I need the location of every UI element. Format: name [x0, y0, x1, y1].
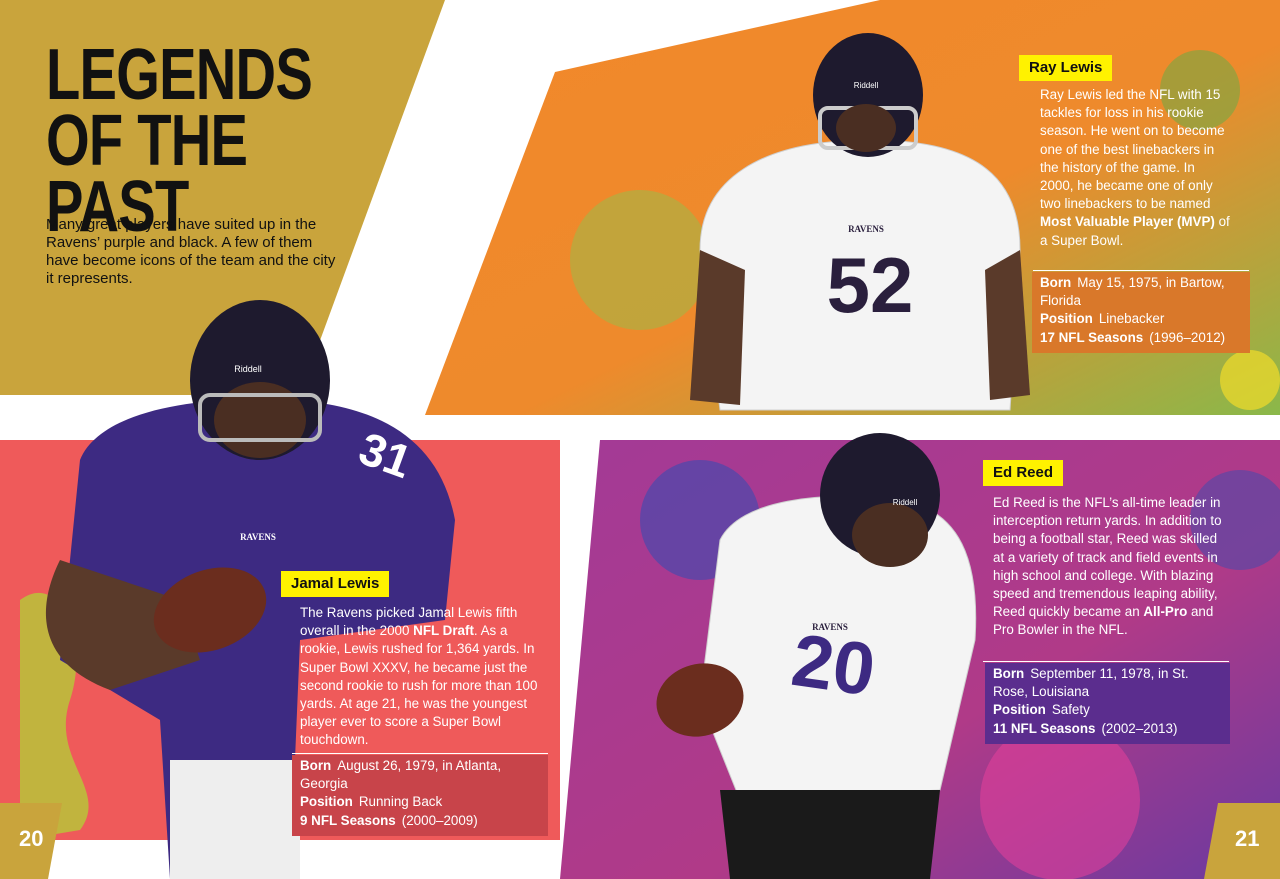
jamal-lewis-helmet-brand: Riddell [234, 364, 262, 374]
page-corner-right [1204, 803, 1280, 879]
page-number-right: 21 [1235, 826, 1260, 851]
ed-reed-name-tag: Ed Reed [983, 460, 1064, 486]
ray-lewis-helmet-brand: Riddell [854, 81, 879, 90]
jamal-lewis-name-tag: Jamal Lewis [281, 571, 390, 597]
jamal-lewis-divider [292, 753, 548, 754]
ed-reed-helmet-brand: Riddell [893, 498, 918, 507]
ed-reed-photo: 20 RAVENS Riddell [656, 433, 977, 879]
ed-reed-jersey-number: 20 [787, 618, 880, 712]
ray-lewis-bio: Ray Lewis led the NFL with 15 tackles fo… [1040, 87, 1230, 248]
ray-lewis-jersey-number: 52 [827, 241, 914, 329]
jamal-lewis-stats: Born August 26, 1979, in Atlanta, Georgia… [292, 755, 548, 836]
ray-lewis-divider [1033, 270, 1249, 271]
page-number-left: 20 [19, 826, 44, 851]
ray-lewis-wordmark: RAVENS [848, 224, 884, 234]
ray-lewis-stats: Born May 15, 1975, in Bartow, Florida Pos… [1032, 272, 1250, 353]
ed-reed-stats: Born September 11, 1978, in St. Rose, Lou… [985, 663, 1230, 744]
ray-lewis-photo: 52 RAVENS Riddell [690, 33, 1030, 411]
jamal-lewis-bio: The Ravens picked Jamal Lewis fifth over… [300, 605, 538, 748]
jamal-lewis-photo: 31 RAVENS Riddell [45, 300, 455, 879]
ed-reed-wordmark: RAVENS [812, 622, 848, 632]
ray-lewis-name-tag: Ray Lewis [1019, 55, 1113, 81]
ed-reed-bio: Ed Reed is the NFL’s all-time leader in … [993, 495, 1222, 638]
page-title: LEGENDS OF THE PAST [46, 35, 313, 247]
gold-panel [0, 0, 445, 395]
page-corner-left [0, 803, 62, 879]
jamal-lewis-wordmark: RAVENS [240, 532, 276, 542]
intro-paragraph: Many great players have suited up in the… [46, 216, 336, 287]
ed-reed-divider [983, 661, 1229, 662]
